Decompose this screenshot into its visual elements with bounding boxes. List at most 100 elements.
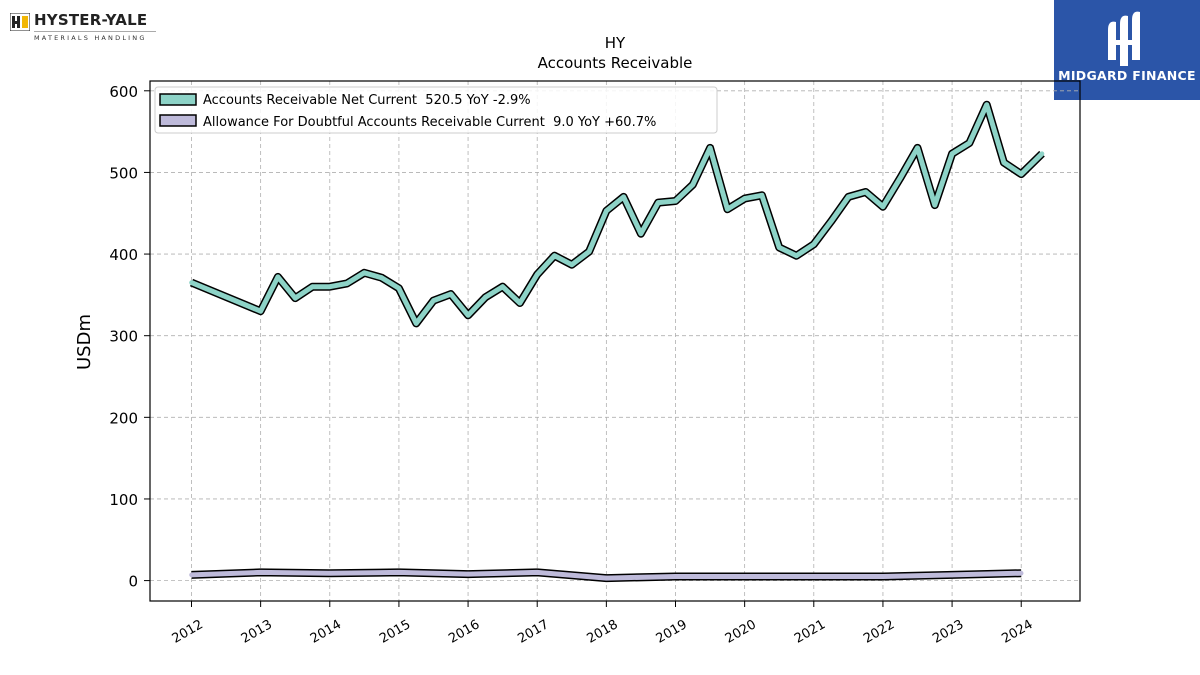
data-point-0 [500,284,505,290]
data-point-0 [897,175,903,181]
data-point-0 [949,151,955,156]
data-point-0 [379,275,384,281]
data-point-1 [742,574,747,579]
x-tick-label: 2014 [308,617,344,647]
data-point-0 [759,193,765,198]
data-point-1 [949,572,955,578]
data-point-0 [984,102,989,107]
data-point-1 [258,570,263,575]
data-point-1 [534,570,540,575]
data-point-0 [431,298,436,303]
legend-label-1: Allowance For Doubtful Accounts Receivab… [203,115,656,130]
legend-swatch-0 [159,93,197,106]
x-tick-label: 2018 [585,617,621,647]
data-point-0 [846,194,851,200]
legend: Accounts Receivable Net Current 520.5 Yo… [154,86,718,134]
x-tick-label: 2019 [654,617,690,647]
brand-name: MIDGARD FINANCE [1058,68,1196,83]
legend-box [154,86,718,134]
data-point-0 [621,194,626,200]
data-point-1 [880,574,886,579]
data-point-1 [673,574,678,579]
chart-title: HY [605,34,626,52]
data-point-0 [707,145,713,151]
y-axis-label: USDm [74,314,95,370]
data-point-0 [690,182,696,187]
data-point-0 [534,272,540,277]
x-tick-label: 2022 [861,617,897,647]
x-tick-label: 2016 [446,617,482,647]
data-point-0 [327,284,333,290]
data-point-1 [1018,570,1024,576]
data-point-0 [413,321,419,326]
data-point-1 [327,570,333,576]
legend-label-0: Accounts Receivable Net Current 520.5 Yo… [203,93,531,108]
y-tick-label: 0 [128,573,138,591]
data-point-0 [586,249,592,254]
series-outline-0 [189,100,1045,328]
data-point-0 [794,253,799,258]
series-layer [189,100,1045,583]
data-point-0 [396,286,402,291]
data-point-1 [189,572,194,578]
data-point-0 [189,280,194,285]
data-point-0 [828,219,834,224]
data-point-0 [655,200,661,205]
data-point-0 [465,313,471,318]
data-point-0 [292,295,298,301]
data-point-0 [742,196,747,201]
data-point-0 [1001,160,1007,165]
x-tick-label: 2013 [239,617,275,647]
data-point-1 [465,571,471,577]
data-point-0 [638,231,644,236]
legend-swatch-1 [159,114,197,127]
ticks: 0 100 200 300 400 500 600 2012 2013 2014 2015 2016 2… [109,83,1035,647]
data-point-0 [552,253,557,258]
y-tick-label: 300 [109,328,138,346]
plot-frame [149,80,1081,602]
company-logo-name: HYSTER-YALE [34,11,148,29]
hyster-yale-logo-icon [10,13,30,31]
data-point-0 [448,291,454,297]
data-point-1 [811,574,817,579]
x-tick-label: 2015 [377,617,413,647]
y-tick-label: 600 [109,83,138,101]
y-tick-label: 200 [109,409,138,427]
data-point-0 [725,206,730,212]
x-tick-label: 2012 [170,617,206,647]
x-tick-label: 2024 [999,617,1035,647]
data-point-0 [362,270,367,276]
data-point-0 [310,284,315,290]
company-logo-subtitle: MATERIALS HANDLING [34,31,156,42]
data-point-1 [604,575,609,581]
x-tick-label: 2023 [930,617,966,647]
data-point-0 [483,295,488,300]
x-tick-label: 2021 [792,617,828,647]
midgard-monogram-icon [1108,11,1140,66]
data-point-1 [396,570,402,575]
x-tick-label: 2020 [723,617,759,647]
data-point-0 [811,242,817,247]
data-point-0 [880,204,886,209]
data-point-0 [863,189,868,195]
data-point-0 [569,262,575,268]
company-logo: HYSTER-YALE MATERIALS HANDLING [10,11,160,45]
data-point-0 [1018,171,1024,177]
data-point-0 [1039,151,1045,156]
y-tick-label: 400 [109,246,138,264]
data-point-0 [275,274,281,280]
brand-logo: MIDGARD FINANCE [1054,0,1200,100]
data-point-0 [776,245,782,250]
y-tick-label: 100 [109,491,138,509]
data-point-0 [932,202,938,208]
data-point-0 [258,308,263,314]
data-point-0 [604,208,609,214]
data-point-0 [673,198,678,204]
data-point-0 [967,140,972,146]
data-point-0 [915,145,920,151]
grid [150,81,1080,601]
data-point-0 [517,300,523,306]
chart-subtitle: Accounts Receivable [538,54,693,72]
data-point-0 [344,281,350,286]
